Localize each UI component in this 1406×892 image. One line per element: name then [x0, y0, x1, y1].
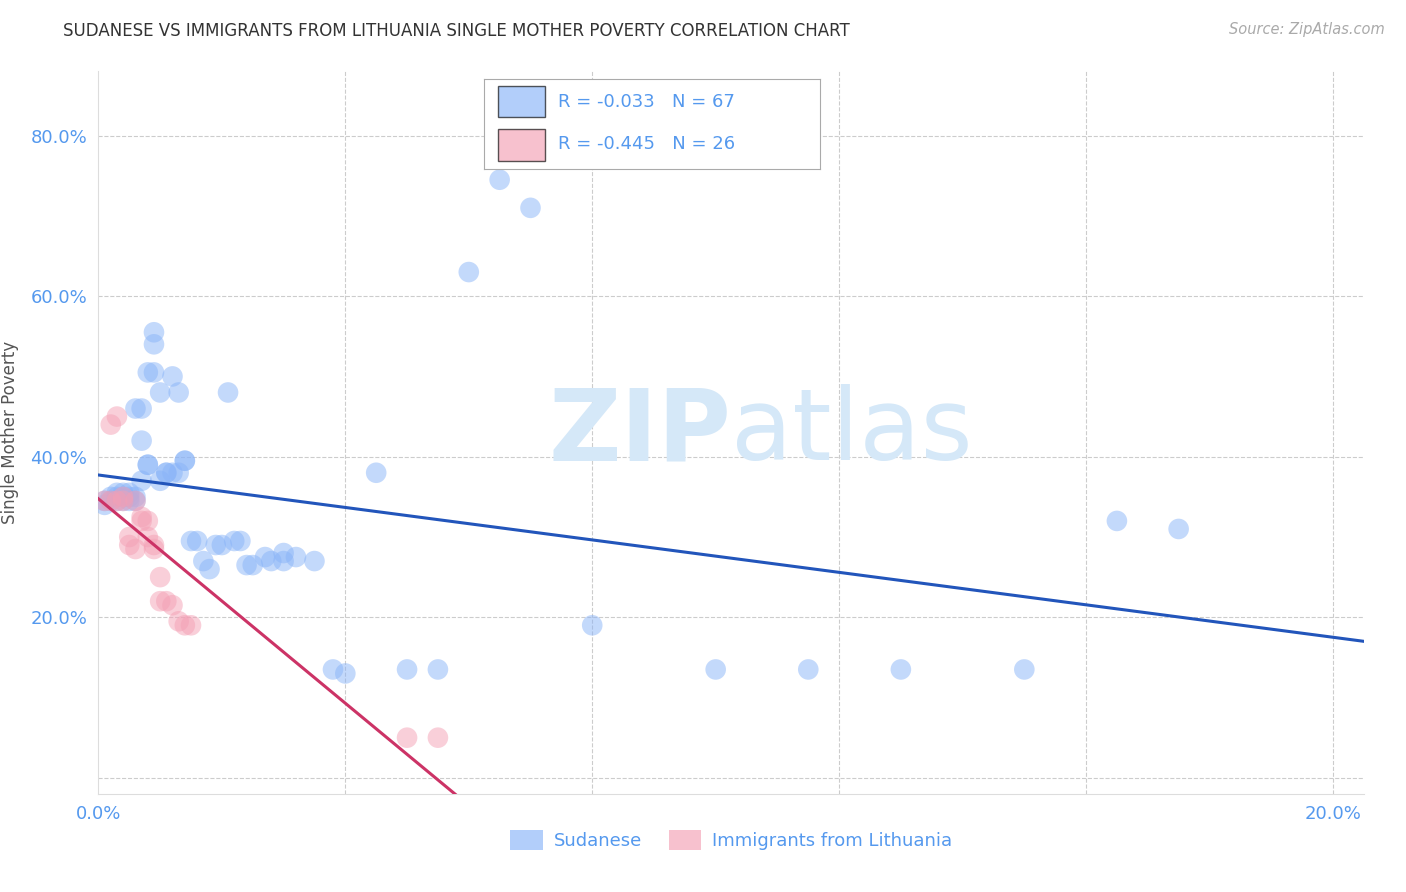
Point — [93, 494, 115, 508]
Point — [426, 662, 449, 676]
Point — [100, 417, 122, 432]
Point — [211, 538, 233, 552]
Point — [173, 453, 195, 467]
Point — [105, 490, 128, 504]
Point — [149, 594, 172, 608]
Point — [204, 538, 226, 552]
Point — [1105, 514, 1128, 528]
Point — [112, 494, 135, 508]
Point — [254, 549, 277, 565]
Point — [93, 494, 115, 508]
Point — [426, 731, 449, 745]
Point — [229, 533, 252, 548]
Point — [457, 265, 479, 279]
Point — [155, 466, 177, 480]
Legend: Sudanese, Immigrants from Lithuania: Sudanese, Immigrants from Lithuania — [503, 822, 959, 857]
Point — [118, 494, 141, 508]
Point — [193, 554, 215, 568]
Point — [162, 369, 184, 384]
Point — [304, 554, 326, 568]
Point — [180, 618, 202, 632]
Point — [149, 474, 172, 488]
Point — [1167, 522, 1189, 536]
Point — [396, 731, 419, 745]
Point — [131, 474, 153, 488]
Point — [143, 538, 166, 552]
Point — [366, 466, 388, 480]
Text: ZIP: ZIP — [548, 384, 731, 481]
Text: SUDANESE VS IMMIGRANTS FROM LITHUANIA SINGLE MOTHER POVERTY CORRELATION CHART: SUDANESE VS IMMIGRANTS FROM LITHUANIA SI… — [63, 22, 851, 40]
Point — [704, 662, 727, 676]
Point — [143, 325, 166, 339]
Point — [124, 494, 146, 508]
Point — [242, 558, 264, 573]
Point — [143, 366, 166, 380]
Point — [173, 453, 195, 467]
Point — [396, 662, 419, 676]
Point — [143, 337, 166, 351]
Point — [136, 530, 159, 544]
Point — [162, 598, 184, 612]
Text: atlas: atlas — [731, 384, 973, 481]
Point — [322, 662, 344, 676]
Point — [136, 514, 159, 528]
Point — [136, 458, 159, 472]
Point — [217, 385, 239, 400]
Point — [124, 541, 146, 557]
Point — [173, 618, 195, 632]
Point — [118, 485, 141, 500]
Point — [180, 533, 202, 548]
Point — [105, 409, 128, 424]
Point — [167, 614, 190, 628]
Point — [143, 541, 166, 557]
Point — [224, 533, 246, 548]
Point — [155, 466, 177, 480]
Point — [112, 494, 135, 508]
Point — [105, 494, 128, 508]
Point — [118, 530, 141, 544]
Point — [124, 401, 146, 416]
Point — [519, 201, 541, 215]
Point — [581, 618, 603, 632]
Point — [131, 434, 153, 448]
Point — [890, 662, 912, 676]
Point — [335, 666, 357, 681]
Point — [198, 562, 221, 576]
Point — [155, 594, 177, 608]
Point — [235, 558, 257, 573]
Point — [273, 554, 295, 568]
Point — [1014, 662, 1036, 676]
Point — [124, 494, 146, 508]
Point — [186, 533, 208, 548]
Point — [131, 401, 153, 416]
Point — [149, 385, 172, 400]
Point — [112, 490, 135, 504]
Point — [136, 458, 159, 472]
Point — [105, 494, 128, 508]
Point — [136, 366, 159, 380]
Point — [118, 490, 141, 504]
Point — [131, 510, 153, 524]
Point — [797, 662, 820, 676]
Point — [105, 485, 128, 500]
Text: Source: ZipAtlas.com: Source: ZipAtlas.com — [1229, 22, 1385, 37]
Point — [131, 514, 153, 528]
Point — [167, 385, 190, 400]
Point — [284, 549, 307, 565]
Point — [167, 466, 190, 480]
Point — [100, 494, 122, 508]
Point — [488, 173, 510, 187]
Point — [118, 538, 141, 552]
Point — [100, 490, 122, 504]
Point — [124, 490, 146, 504]
Point — [273, 546, 295, 560]
Point — [100, 494, 122, 508]
Y-axis label: Single Mother Poverty: Single Mother Poverty — [1, 341, 20, 524]
Point — [112, 485, 135, 500]
Point — [112, 490, 135, 504]
Point — [162, 466, 184, 480]
Point — [149, 570, 172, 584]
Point — [93, 498, 115, 512]
Point — [260, 554, 283, 568]
